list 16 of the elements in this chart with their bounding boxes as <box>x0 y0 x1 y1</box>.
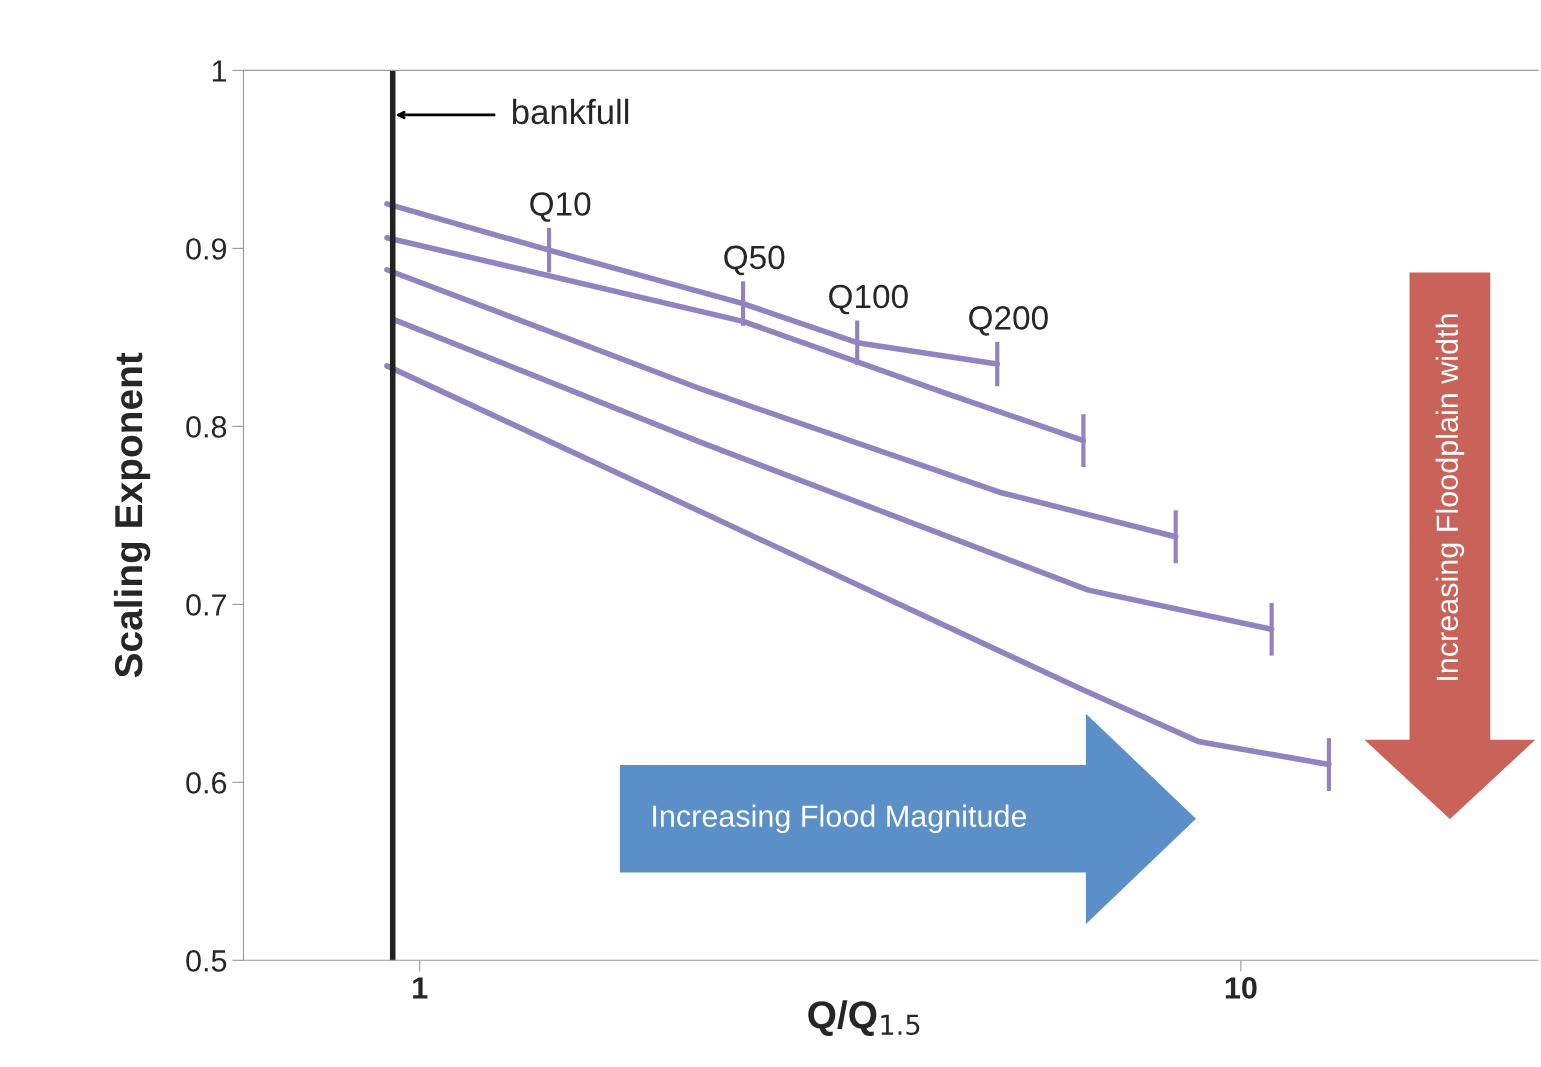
annotation: Increasing Floodplain width <box>1435 314 1465 680</box>
y-tick-label: 0.5 <box>186 950 227 972</box>
y-tick-label: 0.8 <box>186 416 227 438</box>
annotation: Q10 <box>530 192 591 222</box>
annotation: Q50 <box>724 245 785 276</box>
ref-line-label: bankfull <box>513 98 629 125</box>
x-tick-label: 10 <box>1225 977 1257 999</box>
annotation: Q200 <box>969 306 1048 336</box>
y-axis-title: Scaling Exponent <box>113 352 151 678</box>
y-tick-label: 1 <box>212 60 227 82</box>
y-tick-label: 0.7 <box>186 594 226 616</box>
y-tick-label: 0.6 <box>186 772 227 794</box>
annotation: Increasing Flood Magnitude <box>653 804 1027 834</box>
annotation: Q100 <box>829 284 908 315</box>
y-tick-label: 0.9 <box>186 238 227 260</box>
x-axis-title: Q/Q$_{1.5}$ <box>808 1000 920 1036</box>
